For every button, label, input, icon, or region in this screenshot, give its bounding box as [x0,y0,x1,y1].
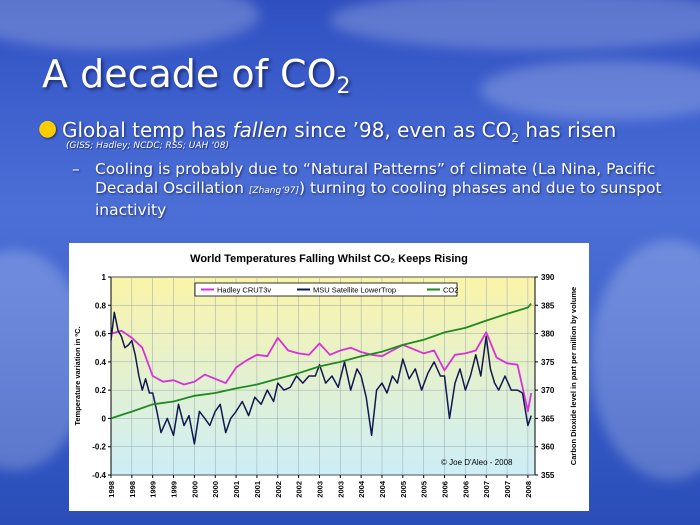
bullet-1-text: Global temp has fallen since ’98, even a… [62,118,616,145]
series-line-hadley [110,329,533,413]
x-tick-label: 2003 [336,481,345,498]
legend-label: MSU Satellite LowerTrop [313,286,396,295]
x-tick-label: 2008 [524,481,533,498]
x-tick-label: 2007 [503,481,512,498]
y2-tick-label: 360 [541,443,555,452]
bullet-dot-icon: ● [38,116,58,141]
series-line-co2 [110,303,532,420]
legend: Hadley CRUT3v MSU Satellite LowerTrop CO2 [194,282,458,297]
y2-tick-label: 380 [541,330,555,339]
x-tick-label: 2006 [461,481,470,498]
chart-panel: World Temperatures Falling Whilst CO₂ Ke… [69,243,589,511]
slide-title: A decade of CO2 [42,52,350,99]
legend-box [194,282,458,297]
title-main: A decade of CO [42,52,337,96]
bullet-1-post: has risen [519,118,617,142]
y2-axis-label: Carbon Dioxide level in part per million… [569,287,578,465]
x-tick-label: 1998 [128,481,137,498]
x-tick-label: 2002 [295,481,304,498]
cloud-decoration [0,0,260,50]
y-axis-label: Temperature variation in ºC. [73,326,82,425]
series-line-msu [110,311,532,445]
y-tick-label: 0 [102,414,107,423]
y2-tick-label: 365 [541,414,555,423]
x-tick-label: 2000 [211,481,220,498]
chart-credit: © Joe D'Aleo - 2008 [441,458,513,467]
x-tick-label: 1999 [149,481,158,498]
x-tick-label: 2004 [357,480,366,498]
y2-tick-label: 385 [541,301,555,310]
bullet-2-reference: [Zhang’97] [248,186,300,196]
y-tick-label: 0.2 [95,386,107,395]
x-tick-label: 2002 [274,481,283,498]
y-tick-label: 0.6 [95,330,107,339]
legend-label: CO2 [443,286,458,295]
bullet-1-mid: since ’98, even as CO [287,118,512,142]
bullet-1-emphasis: fallen [232,118,288,142]
x-tick-label: 2005 [399,481,408,498]
x-tick-label: 2006 [441,481,450,498]
bullet-1-pre: Global temp has [62,118,233,142]
y-tick-label: 0.8 [95,301,107,310]
bullet-1-subscript: 2 [511,131,519,145]
title-subscript: 2 [336,74,351,99]
y-tick-label: 1 [102,273,107,282]
bullet-2-text: Cooling is probably due to “Natural Patt… [95,160,675,220]
y-tick-label: -0.4 [92,471,106,480]
y2-tick-label: 355 [541,471,555,480]
y2-tick-label: 390 [541,273,555,282]
bullet-dash: – [72,160,80,178]
series-lines [110,303,533,445]
x-tick-label: 2001 [232,481,241,498]
cloud-decoration [590,240,700,480]
bullet-1-source: (GISS; Hadley; NCDC; RSS; UAH ‘08) [66,141,229,151]
chart-svg: World Temperatures Falling Whilst CO₂ Ke… [73,253,578,498]
x-tick-label: 2000 [190,481,199,498]
axes: 1 0.8 0.6 0.4 0.2 0 -0.2 -0.4 390 385 380 375 370 365… [92,273,555,498]
x-tick-label: 1998 [107,481,116,498]
bullet-2-pre: Cooling is probably due to “Natural Patt… [95,160,656,197]
cloud-decoration [330,0,700,50]
x-tick-label: 1999 [170,481,179,498]
legend-label: Hadley CRUT3v [217,286,271,295]
y-tick-label: 0.4 [95,358,107,367]
y2-tick-label: 375 [541,358,555,367]
x-tick-label: 2005 [420,481,429,498]
x-tick-label: 2004 [378,480,387,498]
bullet-2-post: ) turning to cooling phases and due to s… [95,179,662,219]
x-tick-label: 2001 [253,481,262,498]
x-tick-label: 2003 [315,481,324,498]
chart-title: World Temperatures Falling Whilst CO₂ Ke… [190,253,468,265]
x-tick-label: 2007 [482,481,491,498]
grid-lines [111,276,535,476]
cloud-decoration [480,60,700,120]
y2-tick-label: 370 [541,386,555,395]
y-tick-label: -0.2 [92,443,106,452]
